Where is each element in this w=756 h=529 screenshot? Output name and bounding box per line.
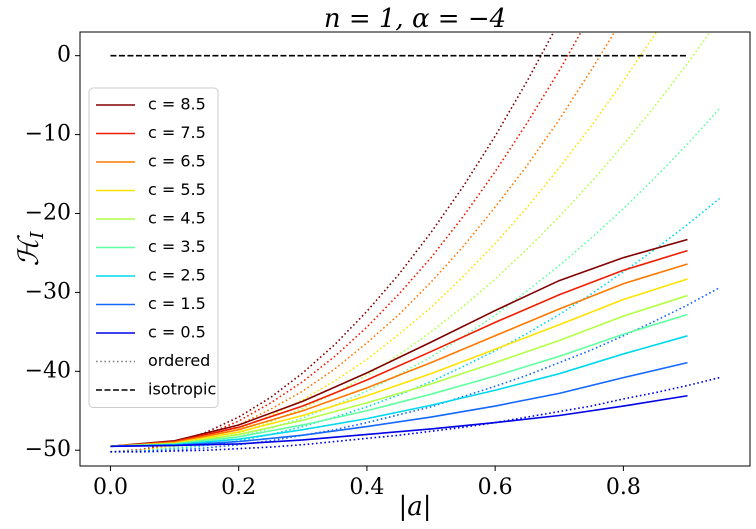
plot-area	[110, 32, 721, 453]
legend-label: c = 1.5	[148, 294, 206, 313]
y-axis-label-main: ℋ	[12, 234, 45, 266]
series-line	[110, 335, 688, 448]
series-line	[110, 263, 688, 448]
legend-label: c = 5.5	[148, 180, 206, 199]
legend-label: isotropic	[148, 380, 216, 399]
legend-label: c = 2.5	[148, 266, 206, 285]
y-tick-label: −20	[25, 200, 71, 225]
y-axis-label-subscript: I	[27, 231, 48, 240]
ordered-line	[110, 32, 582, 453]
legend-label: c = 0.5	[148, 323, 206, 342]
y-tick-label: −40	[25, 358, 71, 383]
x-tick-label: 0.4	[349, 475, 384, 500]
series-line	[110, 394, 688, 448]
chart-title: n = 1, α = −4	[324, 4, 506, 34]
series-line	[110, 361, 688, 448]
x-axis-label: |a|	[398, 492, 431, 522]
y-axis-label: ℋI	[12, 231, 49, 267]
ordered-line	[110, 32, 658, 453]
y-tick-label: 0	[57, 43, 71, 68]
x-tick-label: 0.6	[478, 475, 513, 500]
series-line	[110, 313, 688, 448]
series-line	[110, 294, 688, 448]
series-line	[110, 238, 688, 448]
legend-box	[88, 87, 219, 408]
legend-label: c = 6.5	[148, 152, 206, 171]
series-line	[110, 249, 688, 448]
legend-label: c = 7.5	[148, 123, 206, 142]
y-tick-label: −10	[25, 122, 71, 147]
legend-label: c = 4.5	[148, 209, 206, 228]
plot-frame	[79, 31, 751, 467]
x-tick-label: 0.2	[221, 475, 256, 500]
y-tick-label: −50	[25, 437, 71, 462]
y-tick-label: −30	[25, 279, 71, 304]
series-line	[110, 278, 688, 448]
ordered-line	[110, 376, 720, 453]
legend-label: c = 3.5	[148, 237, 206, 256]
x-tick-label: 0.8	[606, 475, 641, 500]
legend-label: c = 8.5	[148, 95, 206, 114]
x-tick-label: 0.0	[93, 475, 128, 500]
legend-label: ordered	[148, 351, 210, 370]
ordered-line	[110, 32, 711, 453]
ordered-line	[110, 286, 720, 453]
